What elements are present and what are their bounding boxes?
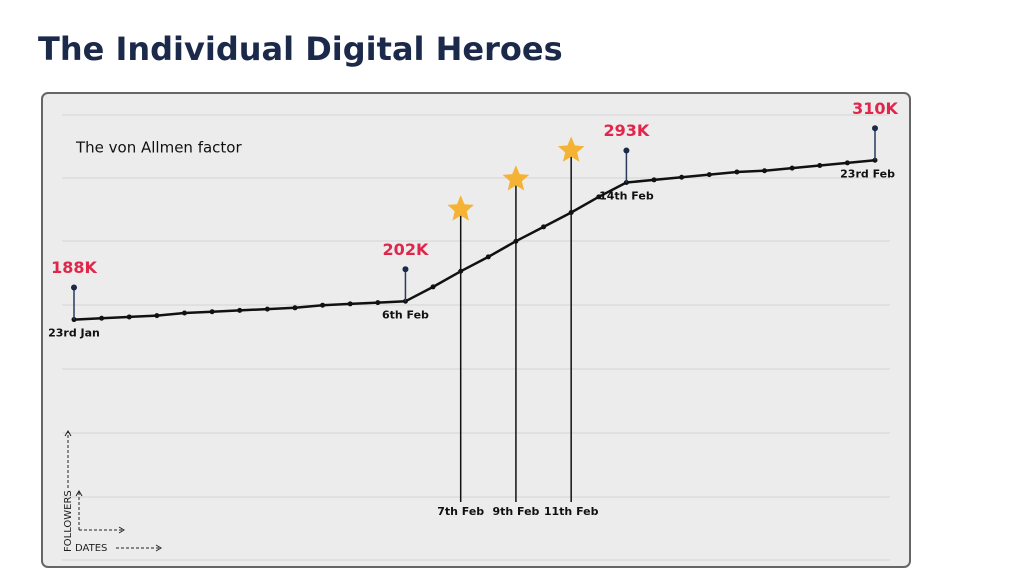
point bbox=[789, 165, 795, 171]
point bbox=[679, 174, 685, 180]
line bbox=[73, 159, 876, 321]
point bbox=[375, 300, 381, 306]
value-label: 202K bbox=[383, 240, 429, 259]
point bbox=[817, 163, 823, 168]
point bbox=[844, 160, 850, 166]
point bbox=[264, 306, 270, 312]
chart-frame bbox=[41, 92, 911, 568]
point bbox=[734, 169, 740, 175]
x-tick-label: 14th Feb bbox=[599, 189, 654, 202]
callout-dot bbox=[71, 284, 77, 291]
point bbox=[292, 305, 298, 311]
x-tick-label: 7th Feb bbox=[437, 505, 484, 518]
x-axis-label: DATES bbox=[75, 543, 107, 554]
point bbox=[347, 301, 353, 307]
point bbox=[320, 302, 326, 308]
x-tick-label: 6th Feb bbox=[382, 308, 429, 321]
callout-dot bbox=[402, 266, 409, 273]
value-label: 293K bbox=[604, 121, 650, 140]
point bbox=[99, 315, 105, 321]
x-tick-label: 9th Feb bbox=[492, 505, 539, 518]
point bbox=[126, 314, 132, 320]
point bbox=[181, 310, 187, 316]
callout-dot bbox=[872, 125, 878, 132]
point bbox=[154, 313, 160, 319]
y-axis-label: FOLLOWERS bbox=[63, 490, 74, 552]
point bbox=[541, 224, 547, 230]
x-tick-label: 23rd Jan bbox=[48, 327, 100, 340]
point bbox=[513, 238, 519, 244]
callout-dot bbox=[623, 147, 630, 154]
x-tick-label: 23rd Feb bbox=[840, 167, 895, 180]
grid bbox=[62, 114, 890, 561]
point bbox=[706, 172, 712, 178]
x-tick-label: 11th Feb bbox=[544, 505, 599, 518]
point bbox=[762, 168, 768, 174]
point bbox=[237, 307, 243, 313]
point bbox=[458, 268, 464, 274]
slide-title: The Individual Digital Heroes bbox=[38, 30, 563, 68]
axis-arrows bbox=[64, 430, 162, 552]
point bbox=[651, 177, 657, 183]
chart-title: The von Allmen factor bbox=[75, 139, 242, 157]
value-label: 188K bbox=[51, 258, 97, 277]
point bbox=[485, 254, 491, 260]
point bbox=[209, 309, 215, 315]
value-label: 310K bbox=[852, 99, 898, 118]
event-star bbox=[502, 165, 530, 191]
point bbox=[596, 194, 602, 200]
event-star bbox=[557, 136, 585, 162]
event-star bbox=[447, 195, 474, 221]
point bbox=[430, 284, 436, 290]
point bbox=[568, 210, 574, 215]
